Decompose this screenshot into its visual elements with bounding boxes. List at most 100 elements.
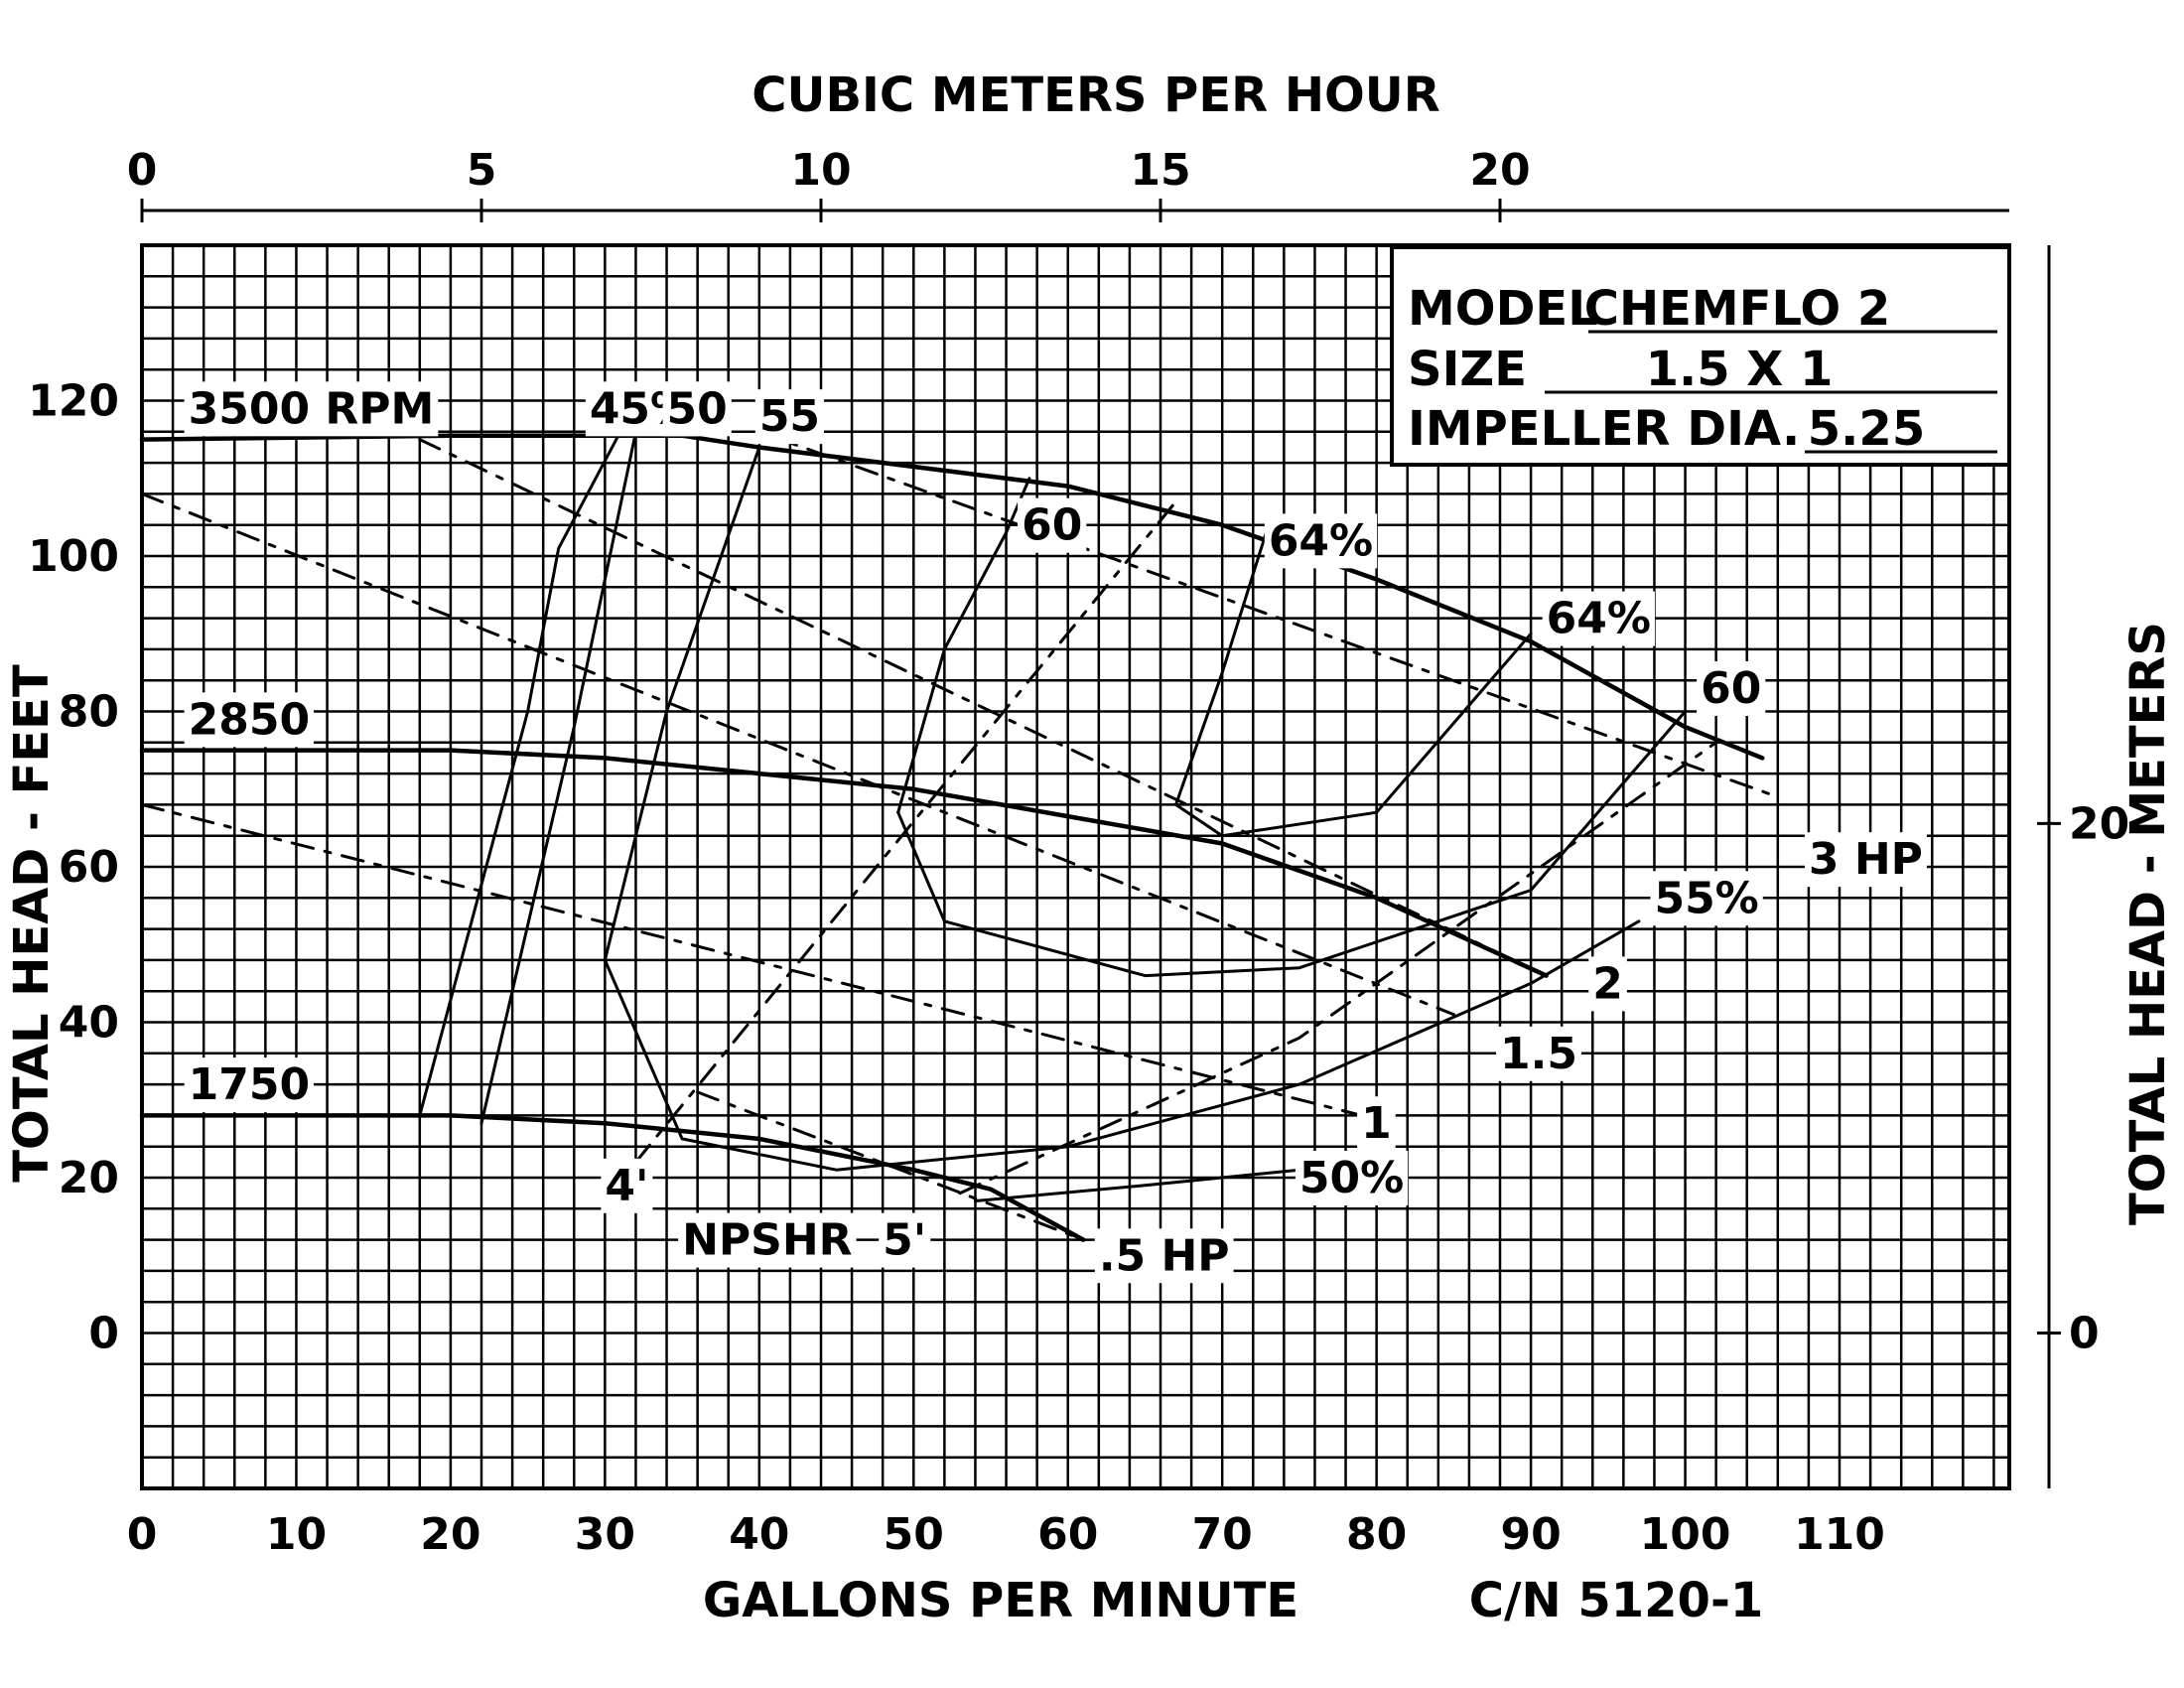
efficiency-label: 60 (1701, 663, 1761, 714)
efficiency-label-background (1650, 871, 1763, 926)
horsepower-label-background (1357, 1096, 1396, 1152)
bottom-axis-tick-label: 0 (127, 1509, 158, 1560)
efficiency-curve (1174, 523, 1271, 806)
top-axis-tick-label: 0 (127, 145, 158, 196)
efficiency-label-background (754, 389, 825, 445)
left-axis-tick-label: 120 (28, 376, 119, 427)
impeller-label: IMPELLER DIA. (1408, 401, 1800, 457)
bottom-axis-tick-label: 110 (1794, 1509, 1885, 1560)
head-curve-label-group: 2850 (184, 692, 315, 748)
horsepower-line (140, 802, 1394, 1125)
horsepower-line (418, 438, 1549, 978)
horsepower-label: 1 (1361, 1098, 1392, 1149)
efficiency-label-group: 60 (1697, 661, 1766, 717)
info-box-frame (1390, 245, 2011, 467)
efficiency-label-background (662, 381, 732, 437)
top-axis-tick-label: 20 (1469, 145, 1530, 196)
top-axis-tick-label: 15 (1130, 145, 1190, 196)
efficiency-label-group: 64% (1264, 513, 1378, 569)
efficiency-label-group: 60 (1018, 497, 1087, 553)
head-curve-label-background (184, 1057, 315, 1113)
efficiency-label-group: 64% (1542, 591, 1655, 646)
horsepower-label-group: 3 HP (1804, 832, 1927, 888)
npshr-label-group: NPSHR (678, 1212, 857, 1268)
horsepower-label: 2 (1592, 958, 1623, 1009)
head-curve-label: 2850 (189, 694, 310, 745)
npshr-line-label-background (879, 1212, 931, 1268)
efficiency-label: 55% (1654, 873, 1758, 923)
efficiency-label: 55 (759, 391, 820, 442)
right-axis-title: TOTAL HEAD - METERS (2120, 622, 2176, 1225)
efficiency-label: 50% (1299, 1153, 1404, 1203)
horsepower-line (696, 1090, 1085, 1242)
head-curve (139, 748, 1549, 978)
head-curve-label: 1750 (189, 1059, 310, 1110)
horsepower-line (140, 492, 1455, 1017)
head-curve-label-group: 1750 (184, 1057, 315, 1113)
npshr-line-label-group: 5' (879, 1212, 931, 1268)
model-value: CHEMFLO 2 (1584, 281, 1891, 337)
efficiency-label: 50 (667, 383, 728, 434)
npshr-label-background (678, 1212, 857, 1268)
left-axis-tick-label: 20 (59, 1153, 119, 1203)
npshr-line-label: 4' (605, 1161, 648, 1211)
curve-number: C/N 5120-1 (1469, 1573, 1764, 1628)
efficiency-label-group: 55 (754, 389, 825, 445)
efficiency-label-background (1018, 497, 1087, 553)
bottom-axis-tick-label: 30 (575, 1509, 635, 1560)
top-axis-tick-label: 5 (467, 145, 497, 196)
bottom-axis-tick-label: 100 (1640, 1509, 1731, 1560)
efficiency-curve (974, 1168, 1301, 1202)
right-axis-tick-label: 20 (2069, 798, 2129, 849)
npshr-line (958, 741, 1718, 1196)
horsepower-label-background (1496, 1026, 1581, 1081)
bottom-axis-tick-label: 20 (420, 1509, 480, 1560)
top-axis-title: CUBIC METERS PER HOUR (751, 68, 1439, 123)
horsepower-label-group: 1.5 (1496, 1026, 1581, 1081)
bottom-axis-tick-label: 60 (1037, 1509, 1098, 1560)
efficiency-label-group: 50% (1295, 1151, 1409, 1205)
left-axis-tick-label: 100 (28, 531, 119, 582)
npshr-label: NPSHR (682, 1215, 852, 1266)
efficiency-label: 64% (1269, 515, 1373, 566)
bottom-axis-tick-label: 50 (884, 1509, 944, 1560)
top-axis-tick-label: 10 (790, 145, 851, 196)
left-axis-tick-label: 60 (59, 842, 119, 893)
left-axis-title: TOTAL HEAD - FEET (4, 664, 60, 1183)
npshr-line-label-background (601, 1158, 653, 1213)
horsepower-label-group: .5 HP (1094, 1228, 1234, 1284)
head-curve-label-background (184, 381, 439, 437)
horsepower-label-background (1588, 956, 1627, 1012)
efficiency-label-background (1542, 591, 1655, 646)
bottom-axis-tick-label: 10 (266, 1509, 327, 1560)
horsepower-label: .5 HP (1099, 1230, 1230, 1281)
npshr-line-label-group: 4' (601, 1158, 653, 1213)
npshr-line-label: 5' (883, 1215, 926, 1266)
bottom-axis-tick-label: 40 (729, 1509, 789, 1560)
efficiency-curve (479, 430, 637, 1125)
efficiency-label-group: 50 (662, 381, 732, 437)
efficiency-curve (603, 446, 761, 962)
bottom-axis-tick-label: 80 (1346, 1509, 1407, 1560)
efficiency-label-background (1697, 661, 1766, 717)
plot-frame (140, 243, 2011, 1490)
horsepower-label-group: 2 (1588, 956, 1627, 1012)
horsepower-label: 1.5 (1500, 1029, 1577, 1079)
size-label: SIZE (1408, 342, 1527, 397)
efficiency-label-background (1264, 513, 1378, 569)
efficiency-label: 60 (1022, 500, 1082, 551)
efficiency-label-group: 55% (1650, 871, 1763, 926)
axes: 0 5 10 15 200 10 20 30 40 50 60 70 80 90 100 1100204060… (28, 145, 2129, 1560)
bottom-axis-title: GALLONS PER MINUTE (703, 1573, 1298, 1628)
efficiency-curve (603, 919, 1641, 1172)
head-curve (139, 1113, 1086, 1242)
bottom-axis-tick-label: 70 (1192, 1509, 1253, 1560)
head-curve-label-background (184, 692, 315, 748)
left-axis-tick-label: 80 (59, 687, 119, 738)
efficiency-curve (418, 430, 622, 1117)
horsepower-label-background (1804, 832, 1927, 888)
left-axis-tick-label: 40 (59, 998, 119, 1049)
efficiency-curve (1174, 632, 1533, 838)
